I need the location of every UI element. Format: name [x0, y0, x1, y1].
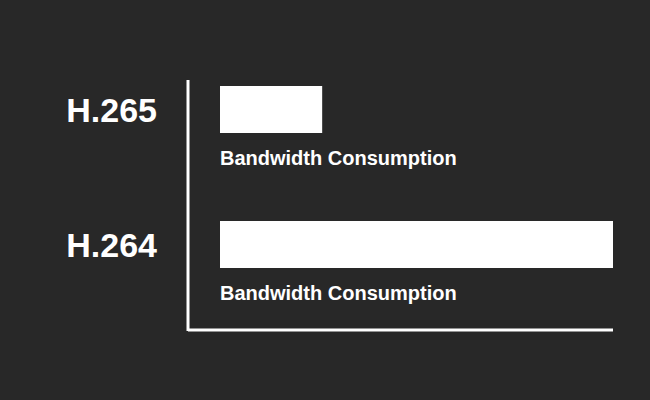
bars [220, 86, 613, 268]
annotation: Bandwidth Consumption [220, 147, 457, 169]
category-label: H.265 [66, 91, 157, 129]
category-label: H.264 [66, 226, 157, 264]
y-axis-line [187, 80, 190, 331]
x-axis-line [188, 329, 613, 332]
annotation: Bandwidth Consumption [220, 282, 457, 304]
bar [220, 221, 613, 268]
chart-container: H.265 Bandwidth Consumption H.264 Bandwidth… [0, 0, 650, 400]
chart-svg: H.265 Bandwidth Consumption H.264 Bandwidth… [0, 0, 650, 400]
bar [220, 86, 322, 133]
